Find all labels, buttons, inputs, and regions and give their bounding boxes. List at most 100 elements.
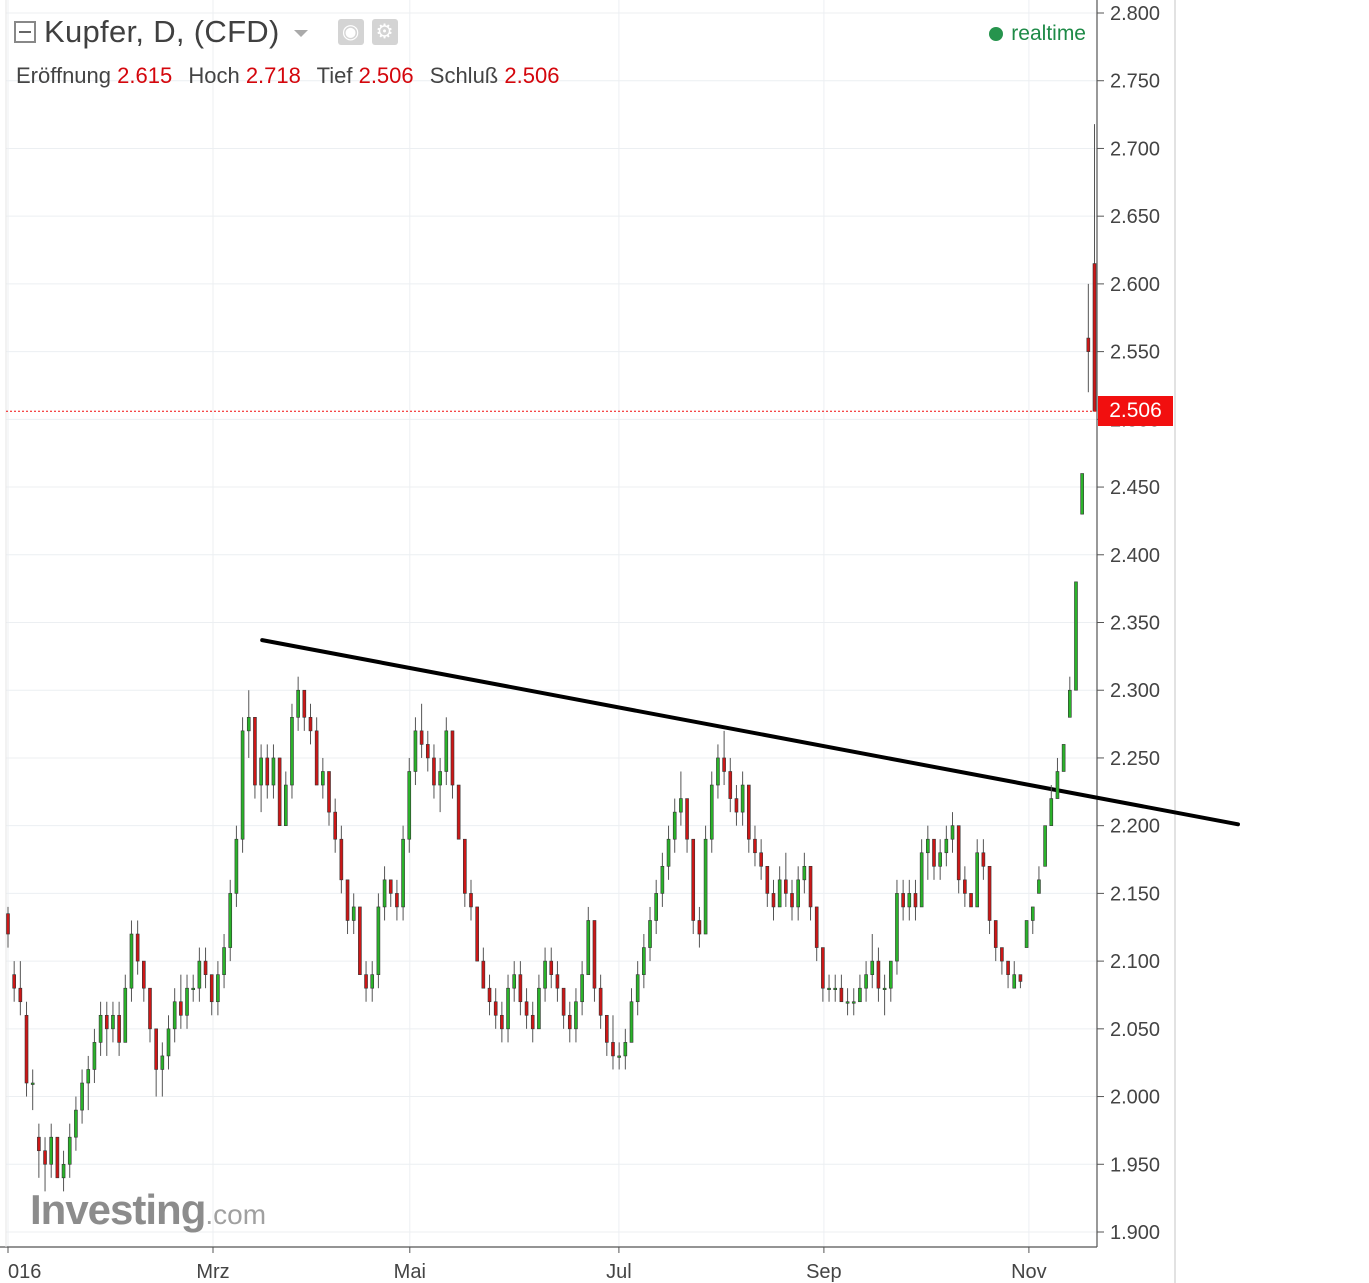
- candle-up: [376, 893, 381, 989]
- candle-body: [142, 960, 146, 989]
- candle-up: [246, 690, 251, 758]
- candle-up: [160, 1042, 165, 1097]
- candle-body: [506, 987, 510, 1030]
- candle-up: [864, 961, 868, 1002]
- candle-body: [895, 893, 899, 962]
- candle-body: [691, 838, 696, 921]
- candle-body: [49, 1136, 54, 1165]
- candle-body: [530, 1014, 535, 1030]
- candle-down: [611, 1015, 615, 1070]
- candle-up: [61, 1150, 66, 1192]
- trendline-segment[interactable]: [260, 638, 1240, 827]
- candle-up: [438, 757, 442, 813]
- candle-body: [512, 974, 517, 989]
- candle-body: [160, 1055, 165, 1070]
- candle-up: [709, 771, 714, 853]
- candle-body: [382, 879, 387, 908]
- candle-down: [814, 906, 819, 962]
- candle-up: [870, 934, 875, 989]
- gear-icon[interactable]: ⚙: [371, 19, 398, 45]
- candle-body: [283, 784, 288, 826]
- candle-body: [938, 852, 942, 867]
- candle-up: [895, 879, 899, 975]
- candle-up: [351, 893, 356, 935]
- candle-down: [345, 879, 350, 935]
- candle-down: [265, 744, 270, 799]
- candle-up: [123, 974, 128, 1043]
- candle-down: [432, 744, 436, 799]
- candle-down: [691, 838, 696, 935]
- candle-body: [314, 730, 319, 786]
- candle-down: [530, 1001, 535, 1043]
- candle-body: [253, 717, 257, 786]
- candle-body: [919, 852, 924, 908]
- candle-body: [913, 893, 918, 908]
- candle-body: [234, 838, 239, 894]
- candle-body: [623, 1042, 628, 1057]
- x-tick-label: Mai: [394, 1261, 426, 1283]
- candle-body: [209, 974, 214, 1003]
- candle-body: [290, 717, 294, 786]
- candle-body: [870, 960, 875, 975]
- candle-up: [1074, 581, 1078, 691]
- candle-up: [1049, 785, 1054, 826]
- chevron-down-icon[interactable]: [293, 29, 308, 37]
- candle-body: [425, 744, 430, 759]
- candle-body: [728, 771, 733, 799]
- candle-up: [67, 1123, 72, 1178]
- candle-down: [24, 1001, 29, 1097]
- y-tick-label: 2.650: [1110, 206, 1160, 228]
- candle-up: [858, 974, 862, 1003]
- candle-body: [240, 730, 245, 840]
- candle-body: [395, 893, 399, 908]
- y-tick-label: 2.450: [1110, 477, 1160, 499]
- candle-up: [321, 757, 325, 799]
- x-tick-label: Mrz: [196, 1261, 229, 1283]
- candle-down: [821, 947, 825, 1002]
- chart-title[interactable]: Kupfer, D, (CFD): [44, 14, 280, 49]
- price-axis[interactable]: 2.8002.7502.7002.6502.6002.5502.5002.450…: [1097, 3, 1160, 1244]
- candle-down: [425, 730, 430, 772]
- candle-down: [475, 906, 479, 962]
- candle-body: [24, 1014, 29, 1084]
- candle-down: [419, 703, 424, 758]
- candle-down: [450, 730, 455, 799]
- candle-body: [438, 771, 442, 786]
- candle-up: [296, 676, 300, 731]
- candle-body: [321, 771, 325, 786]
- collapse-icon[interactable]: [14, 21, 36, 43]
- time-axis[interactable]: 016 Mrz Mai Jul Sep Nov: [7, 1247, 1047, 1283]
- candle-up: [716, 744, 720, 799]
- candle-down: [209, 974, 214, 1016]
- candle-up: [543, 947, 547, 1002]
- candle-body: [759, 852, 763, 867]
- candle-up: [833, 974, 838, 1002]
- y-tick-label: 2.350: [1110, 613, 1160, 635]
- close-value: 2.506: [504, 63, 560, 88]
- candle-body: [259, 757, 263, 786]
- candle-body: [61, 1163, 66, 1179]
- candle-body: [271, 757, 276, 786]
- y-tick-label: 2.150: [1110, 883, 1160, 905]
- y-tick-label: 1.950: [1110, 1154, 1160, 1176]
- candle-body: [1043, 825, 1047, 867]
- y-tick-label: 2.300: [1110, 680, 1160, 702]
- low-label: Tief: [316, 63, 353, 88]
- candle-body: [98, 1014, 103, 1043]
- x-tick-label: 016: [8, 1261, 41, 1283]
- candle-up: [944, 825, 949, 867]
- candle-up: [623, 1028, 628, 1070]
- candle-body: [228, 893, 233, 948]
- low-value: 2.506: [358, 63, 414, 88]
- candle-down: [598, 974, 603, 1029]
- candle-body: [932, 838, 936, 867]
- candle-body: [592, 920, 597, 989]
- candle-down: [463, 838, 467, 907]
- candle-up: [642, 934, 646, 989]
- trendline[interactable]: [260, 638, 1240, 827]
- candle-down: [339, 825, 344, 894]
- candle-body: [55, 1136, 60, 1179]
- candle-up: [1080, 473, 1084, 515]
- eye-icon[interactable]: ◉: [337, 19, 364, 45]
